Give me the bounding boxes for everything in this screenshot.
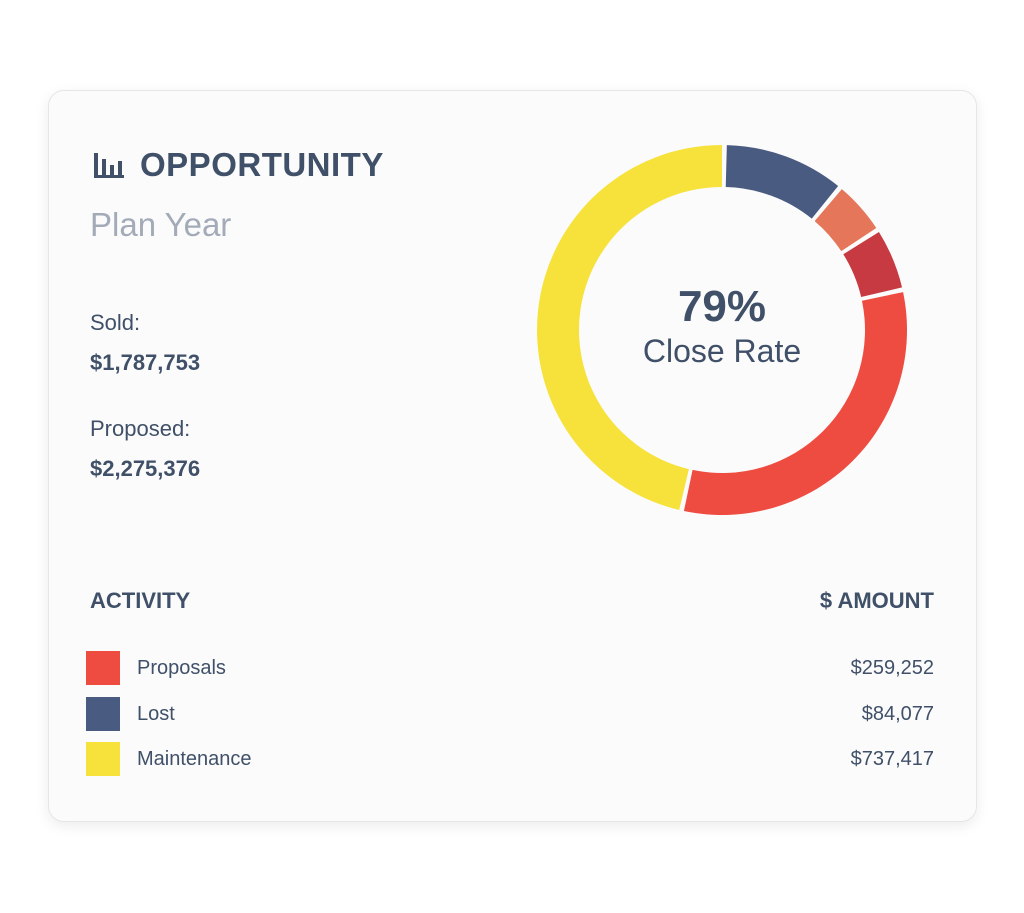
donut-segment-0: [725, 145, 839, 219]
close-rate-value: 79%: [677, 282, 767, 331]
close-rate-donut-chart: [537, 144, 907, 515]
activity-amount: $259,252: [850, 656, 934, 679]
sold-value: $1,787,753: [90, 350, 201, 375]
card-title: OPPORTUNITY: [140, 146, 384, 183]
table-row: Maintenance $737,417: [86, 742, 934, 776]
donut-center: 79% Close Rate: [582, 282, 862, 370]
activity-amount: $737,417: [850, 747, 934, 770]
activity-label: Proposals: [137, 656, 226, 679]
table-row: Lost $84,077: [86, 697, 934, 731]
donut-segment-4: [537, 144, 722, 510]
legend-swatch: [86, 651, 120, 685]
card-subtitle: Plan Year: [90, 206, 232, 243]
bar-chart-icon: [94, 153, 124, 178]
card-header: OPPORTUNITY: [92, 146, 384, 184]
donut-segment-3: [683, 292, 907, 515]
proposed-value: $2,275,376: [90, 456, 201, 481]
activity-column-header: ACTIVITY: [90, 588, 191, 613]
activity-amount: $84,077: [861, 702, 934, 725]
legend-swatch: [86, 742, 120, 776]
donut-segment-1: [814, 189, 877, 252]
activity-label: Lost: [137, 702, 175, 725]
legend-swatch: [86, 697, 120, 731]
donut-segment-2: [843, 232, 903, 298]
table-row: Proposals $259,252: [86, 651, 934, 685]
amount-column-header: $ AMOUNT: [819, 588, 934, 613]
activity-label: Maintenance: [137, 747, 252, 770]
sold-label: Sold:: [90, 310, 141, 335]
close-rate-label: Close Rate: [642, 333, 802, 369]
proposed-label: Proposed:: [90, 416, 191, 441]
